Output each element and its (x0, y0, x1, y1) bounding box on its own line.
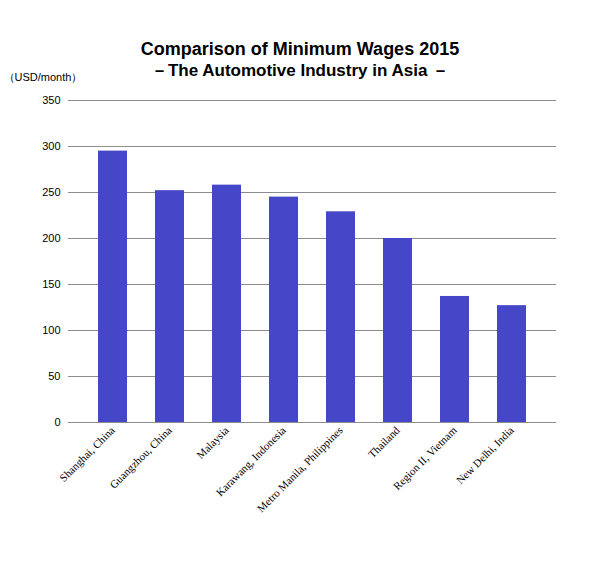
svg-text:150: 150 (42, 278, 60, 290)
svg-text:200: 200 (42, 232, 60, 244)
svg-text:Karawang, Indonesia: Karawang, Indonesia (213, 423, 288, 499)
svg-text:Metro Manila, Philippines: Metro Manila, Philippines (255, 424, 345, 514)
svg-text:100: 100 (42, 324, 60, 336)
html-text:Comparison of Minimum Wages 20: Comparison of Minimum Wages 2015 (140, 39, 460, 59)
svg-text:New Delhi, India: New Delhi, India (454, 424, 516, 486)
svg-text:Thailand: Thailand (366, 424, 402, 460)
svg-text:350: 350 (42, 94, 60, 106)
svg-text:（USD/month）: （USD/month） (4, 71, 83, 83)
svg-text:Guangzhou, China: Guangzhou, China (107, 424, 174, 491)
svg-text:Malaysia: Malaysia (194, 424, 231, 461)
svg-text:Shanghai, China: Shanghai, China (57, 424, 117, 484)
svg-text:50: 50 (48, 370, 60, 382)
svg-text:Region II, Vietnam: Region II, Vietnam (391, 424, 459, 492)
svg-text:0: 0 (54, 416, 60, 428)
svg-text:250: 250 (42, 186, 60, 198)
svg-text:300: 300 (42, 140, 60, 152)
html-text:－The Automotive Industry in As: －The Automotive Industry in Asia － (150, 61, 450, 80)
